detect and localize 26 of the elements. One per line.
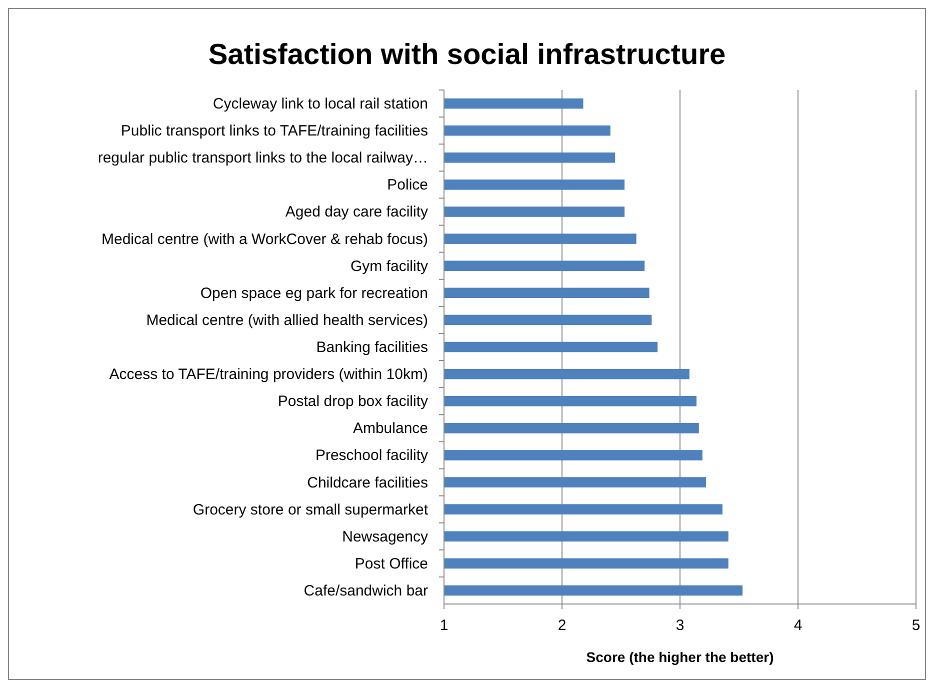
x-axis-title: Score (the higher the better) xyxy=(586,649,774,665)
y-tick-label: Cafe/sandwich bar xyxy=(304,582,428,600)
y-tick-label: Childcare facilities xyxy=(307,474,428,492)
x-tick-label: 5 xyxy=(912,617,920,634)
y-tick-label: Gym facility xyxy=(350,258,428,275)
y-tick-label: Police xyxy=(387,176,428,194)
y-tick-label: Postal drop box facility xyxy=(278,393,428,410)
x-tick-label: 3 xyxy=(676,617,684,634)
y-tick-label: Post Office xyxy=(354,555,428,572)
y-tick-label: Open space eg park for recreation xyxy=(200,284,428,302)
y-tick-label: regular public transport links to the local railway… xyxy=(98,150,428,167)
y-tick-label: Medical centre (with a WorkCover & rehab focus) xyxy=(101,230,428,248)
y-tick-label: Access to TAFE/training providers (within 10km) xyxy=(109,366,428,384)
x-tick-label: 2 xyxy=(558,617,566,634)
x-tick-label: 1 xyxy=(440,617,448,634)
chart-title: Satisfaction with social infrastructure xyxy=(208,39,726,71)
y-tick-label: Preschool facility xyxy=(315,447,428,464)
x-tick-label: 4 xyxy=(794,617,802,634)
y-tick-label: Grocery store or small supermarket xyxy=(192,501,429,518)
y-tick-label: Newsagency xyxy=(342,528,428,546)
y-tick-label: Ambulance xyxy=(352,420,428,438)
y-tick-label: Medical centre (with allied health services) xyxy=(146,312,428,329)
y-tick-label: Banking facilities xyxy=(316,339,428,356)
y-tick-label: Cycleway link to local rail station xyxy=(212,96,428,113)
y-tick-label: Aged day care facility xyxy=(285,204,428,221)
y-tick-label: Public transport links to TAFE/training facilities xyxy=(120,122,428,140)
